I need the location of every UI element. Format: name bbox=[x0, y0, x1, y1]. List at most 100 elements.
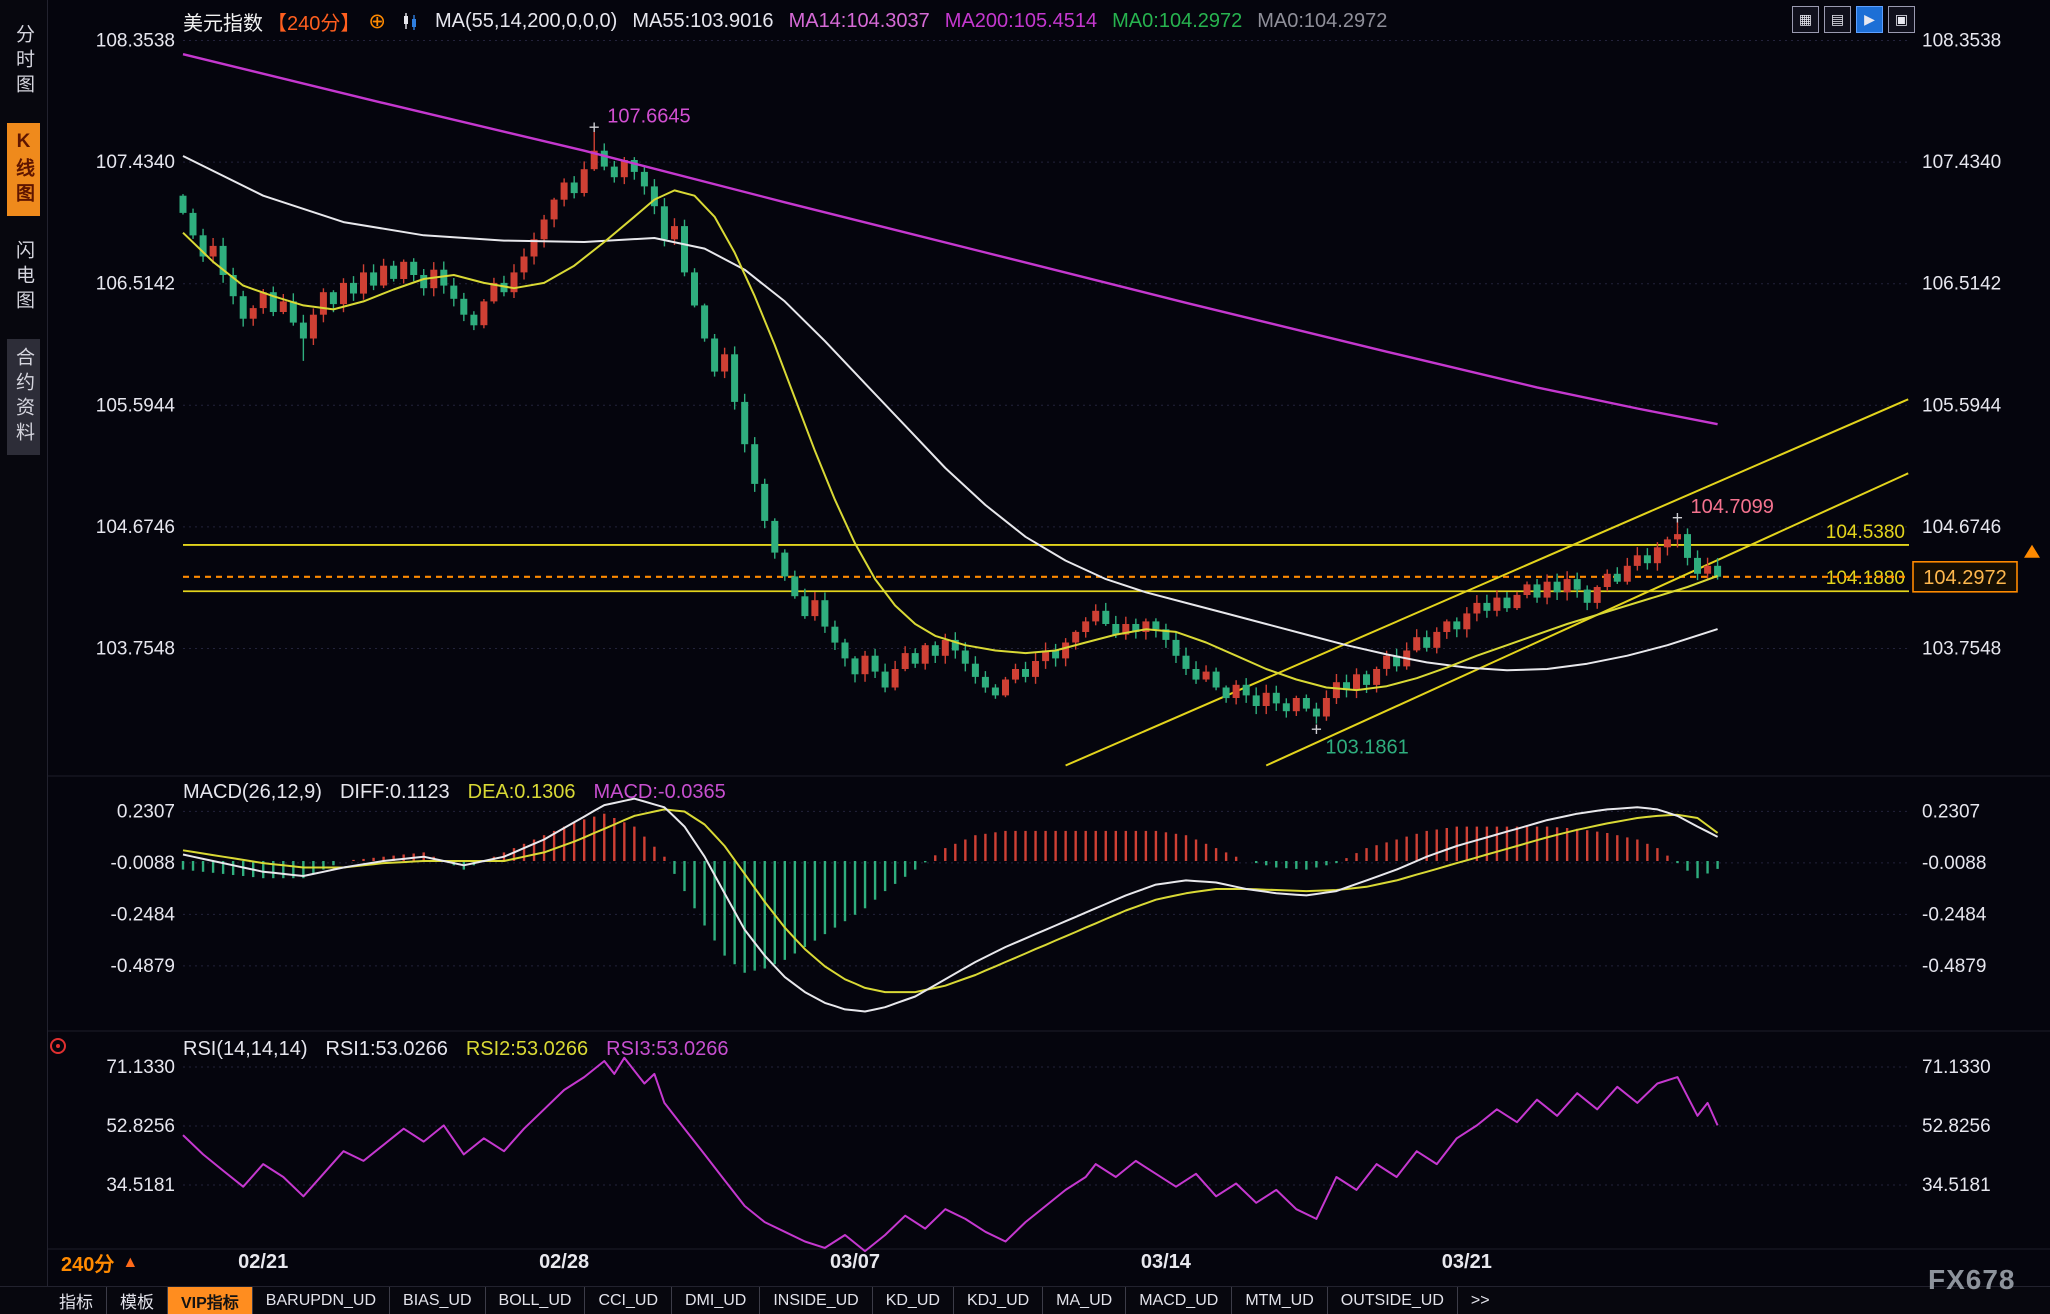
svg-text:108.3538: 108.3538 bbox=[1922, 31, 2001, 52]
sidebar-tab-contract-info[interactable]: 合约资料 bbox=[7, 339, 40, 455]
tab-vip-indicators[interactable]: VIP指标 bbox=[168, 1287, 253, 1314]
svg-text:104.7099: 104.7099 bbox=[1690, 496, 1773, 518]
sidebar-tab-kline-chart[interactable]: K线图 bbox=[7, 123, 40, 216]
svg-text:103.1861: 103.1861 bbox=[1325, 737, 1408, 759]
symbol-name: 美元指数 bbox=[183, 13, 263, 35]
tab-boll[interactable]: BOLL_UD bbox=[486, 1287, 586, 1314]
svg-text:02/28: 02/28 bbox=[539, 1251, 589, 1273]
svg-text:+: + bbox=[1672, 508, 1683, 529]
svg-text:104.6746: 104.6746 bbox=[96, 517, 175, 538]
trend-lines-layer: 104.5380 104.1880 bbox=[183, 398, 1909, 767]
price-annotations: +107.6645 +104.7099 +103.1861 bbox=[589, 106, 1774, 759]
svg-text:03/14: 03/14 bbox=[1141, 1251, 1192, 1273]
svg-text:71.1330: 71.1330 bbox=[106, 1057, 175, 1078]
svg-text:-0.2484: -0.2484 bbox=[111, 904, 176, 925]
add-icon[interactable]: ⊕ bbox=[368, 10, 386, 33]
rsi-params: RSI(14,14,14) bbox=[183, 1038, 308, 1060]
macd-dea-readout: DEA:0.1306 bbox=[467, 781, 576, 803]
panel-separators bbox=[47, 775, 2050, 1250]
tab-outside[interactable]: OUTSIDE_UD bbox=[1328, 1287, 1458, 1314]
price-arrow-icon bbox=[2024, 544, 2040, 558]
svg-text:34.5181: 34.5181 bbox=[106, 1175, 175, 1196]
right-axis-labels: 108.3538 107.4340 106.5142 105.5944 104.6746… bbox=[1922, 31, 2002, 1197]
tab-indicators[interactable]: 指标 bbox=[46, 1287, 107, 1314]
tab-barupdn[interactable]: BARUPDN_UD bbox=[253, 1287, 391, 1314]
tab-templates[interactable]: 模板 bbox=[107, 1287, 168, 1314]
grid-layer bbox=[183, 40, 1909, 1186]
svg-text:104.5380: 104.5380 bbox=[1826, 522, 1905, 543]
sidebar: 分时图 K线图 闪电图 合约资料 bbox=[0, 0, 48, 1286]
tab-kd[interactable]: KD_UD bbox=[873, 1287, 954, 1314]
sidebar-tab-lightning-chart[interactable]: 闪电图 bbox=[13, 240, 34, 315]
left-axis-labels: 108.3538 107.4340 106.5142 105.5944 104.6746… bbox=[96, 31, 176, 1197]
svg-text:-0.2484: -0.2484 bbox=[1922, 904, 1987, 925]
svg-text:52.8256: 52.8256 bbox=[106, 1116, 175, 1137]
chart-area: 108.3538 107.4340 106.5142 105.5944 104.6746… bbox=[47, 0, 2050, 1286]
macd-layer bbox=[181, 797, 1719, 1013]
rsi1-readout: RSI1:53.0266 bbox=[325, 1038, 448, 1060]
tab-ma[interactable]: MA_UD bbox=[1043, 1287, 1127, 1314]
svg-text:107.4340: 107.4340 bbox=[1922, 152, 2001, 173]
candlestick-mini-icon[interactable] bbox=[401, 12, 420, 31]
chart-canvas[interactable]: 108.3538 107.4340 106.5142 105.5944 104.6746… bbox=[47, 0, 2050, 1286]
layout-rows-icon[interactable]: ▤ bbox=[1824, 6, 1851, 33]
tab-kdj[interactable]: KDJ_UD bbox=[954, 1287, 1044, 1314]
rsi-header: RSI(14,14,14) RSI1:53.0266 RSI2:53.0266 … bbox=[183, 1038, 729, 1061]
ma0-green-readout: MA0:104.2972 bbox=[1112, 10, 1243, 32]
tab-inside[interactable]: INSIDE_UD bbox=[760, 1287, 873, 1314]
watermark: FX678 bbox=[1928, 1264, 2016, 1295]
ma-settings-readout: MA(55,14,200,0,0,0) bbox=[434, 10, 618, 32]
macd-header: MACD(26,12,9) DIFF:0.1123 DEA:0.1306 MAC… bbox=[183, 781, 726, 804]
tab-macd[interactable]: MACD_UD bbox=[1126, 1287, 1233, 1314]
period-tag[interactable]: 【240分】 bbox=[267, 13, 361, 35]
svg-text:106.5142: 106.5142 bbox=[1922, 274, 2001, 295]
svg-text:-0.0088: -0.0088 bbox=[1922, 853, 1986, 874]
rsi-layer bbox=[182, 1056, 1719, 1253]
svg-text:107.6645: 107.6645 bbox=[607, 106, 690, 128]
svg-text:103.7548: 103.7548 bbox=[96, 639, 175, 660]
rsi2-readout: RSI2:53.0266 bbox=[465, 1038, 589, 1060]
moving-averages-layer bbox=[182, 53, 1718, 692]
svg-text:-0.4879: -0.4879 bbox=[111, 956, 175, 977]
ma0-gray-readout: MA0:104.2972 bbox=[1257, 10, 1388, 32]
macd-diff-readout: DIFF:0.1123 bbox=[339, 781, 450, 803]
svg-text:0.2307: 0.2307 bbox=[117, 801, 175, 822]
svg-text:71.1330: 71.1330 bbox=[1922, 1057, 1991, 1078]
svg-text:03/07: 03/07 bbox=[830, 1251, 880, 1273]
period-indicator[interactable]: 240分 ▲ bbox=[61, 1248, 138, 1277]
toolbar-more-button[interactable]: >> bbox=[1470, 1291, 1490, 1309]
rsi-pane-marker-icon[interactable] bbox=[50, 1038, 66, 1054]
tab-bias[interactable]: BIAS_UD bbox=[390, 1287, 486, 1314]
play-chart-icon[interactable]: ▶ bbox=[1856, 6, 1883, 33]
current-price-tag: 104.2972 bbox=[1912, 560, 2018, 593]
svg-text:0.2307: 0.2307 bbox=[1922, 801, 1980, 822]
new-window-icon[interactable]: ▣ bbox=[1888, 6, 1915, 33]
period-label: 240分 bbox=[61, 1254, 115, 1276]
chart-header: 美元指数 【240分】 ⊕ MA(55,14,200,0,0,0) MA55:1… bbox=[183, 7, 1387, 36]
bottom-toolbar: 指标 模板 VIP指标 BARUPDN_UD BIAS_UD BOLL_UD C… bbox=[0, 1286, 2050, 1314]
svg-text:104.6746: 104.6746 bbox=[1922, 517, 2001, 538]
tab-dmi[interactable]: DMI_UD bbox=[672, 1287, 761, 1314]
svg-text:+: + bbox=[589, 118, 600, 139]
svg-text:34.5181: 34.5181 bbox=[1922, 1175, 1991, 1196]
svg-text:107.4340: 107.4340 bbox=[96, 152, 175, 173]
x-axis-labels: 02/21 02/28 03/07 03/14 03/21 bbox=[238, 1251, 1492, 1273]
ma200-readout: MA200:105.4514 bbox=[944, 10, 1098, 32]
svg-text:03/21: 03/21 bbox=[1442, 1251, 1492, 1273]
up-triangle-icon: ▲ bbox=[122, 1253, 139, 1271]
sidebar-tab-time-chart[interactable]: 分时图 bbox=[13, 24, 34, 99]
tab-cci[interactable]: CCI_UD bbox=[585, 1287, 672, 1314]
svg-text:106.5142: 106.5142 bbox=[96, 274, 175, 295]
tab-mtm[interactable]: MTM_UD bbox=[1232, 1287, 1328, 1314]
macd-params: MACD(26,12,9) bbox=[183, 781, 322, 803]
svg-text:+: + bbox=[1311, 720, 1322, 741]
svg-text:103.7548: 103.7548 bbox=[1922, 639, 2001, 660]
svg-text:104.1880: 104.1880 bbox=[1826, 568, 1905, 589]
svg-text:-0.4879: -0.4879 bbox=[1922, 956, 1986, 977]
candles-layer bbox=[179, 131, 1722, 724]
layout-grid-icon[interactable]: ▦ bbox=[1792, 6, 1819, 33]
macd-value-readout: MACD:-0.0365 bbox=[593, 781, 726, 803]
rsi3-readout: RSI3:53.0266 bbox=[606, 1038, 729, 1060]
svg-text:104.2972: 104.2972 bbox=[1923, 567, 2006, 589]
